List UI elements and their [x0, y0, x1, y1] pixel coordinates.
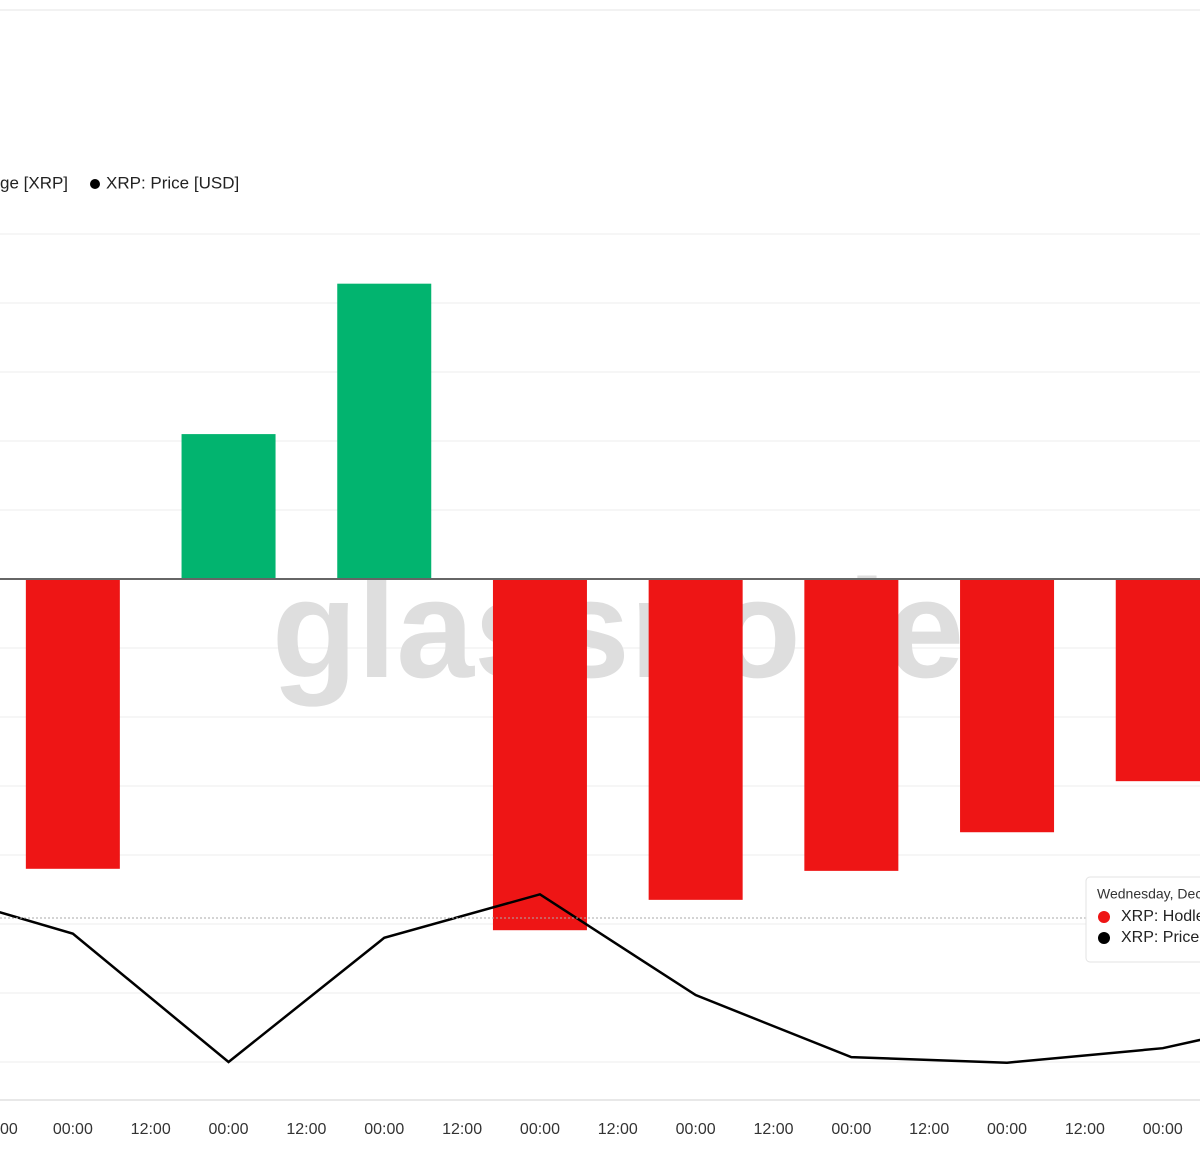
tooltip-line: XRP: Hodle [1121, 908, 1200, 925]
bar [181, 434, 276, 579]
tooltip: Wednesday, Dec XRP: Hodle XRP: Price [1085, 876, 1200, 963]
legend-label: XRP: Price [USD] [106, 173, 239, 192]
legend-dot [90, 179, 100, 189]
legend: ge [XRP] XRP: Price [USD] [0, 173, 239, 192]
bar [804, 579, 899, 871]
price-line [0, 892, 1200, 1064]
bar [492, 579, 587, 931]
tooltip-line: XRP: Price [1121, 929, 1199, 946]
x-tick-label: 00:00 [831, 1121, 871, 1138]
x-tick-label: 00 [0, 1121, 18, 1138]
tooltip-dot [1098, 911, 1110, 923]
x-tick-label: 12:00 [909, 1121, 949, 1138]
bar [1115, 579, 1200, 782]
bar [648, 579, 743, 900]
x-tick-label: 00:00 [987, 1121, 1027, 1138]
x-tick-label: 00:00 [53, 1121, 93, 1138]
x-tick-label: 12:00 [598, 1121, 638, 1138]
x-tick-label: 00:00 [364, 1121, 404, 1138]
legend-label: ge [XRP] [0, 173, 68, 192]
bar [960, 579, 1055, 833]
x-tick-label: 00:00 [520, 1121, 560, 1138]
x-tick-label: 00:00 [209, 1121, 249, 1138]
tooltip-box [1085, 876, 1200, 963]
x-axis-labels: 00 00:00 12:00 00:00 12:00 00:00 12:00 00:00 12:… [0, 1121, 1183, 1138]
x-tick-label: 00:00 [1143, 1121, 1183, 1138]
x-tick-label: 12:00 [442, 1121, 482, 1138]
x-tick-label: 00:00 [676, 1121, 716, 1138]
marks [0, 283, 1200, 1064]
bar [337, 283, 432, 579]
tooltip-dot [1098, 932, 1110, 944]
x-tick-label: 12:00 [286, 1121, 326, 1138]
x-tick-label: 12:00 [753, 1121, 793, 1138]
x-tick-label: 12:00 [1065, 1121, 1105, 1138]
x-tick-label: 12:00 [131, 1121, 171, 1138]
bar [25, 579, 120, 869]
tooltip-title: Wednesday, Dec [1097, 886, 1200, 902]
